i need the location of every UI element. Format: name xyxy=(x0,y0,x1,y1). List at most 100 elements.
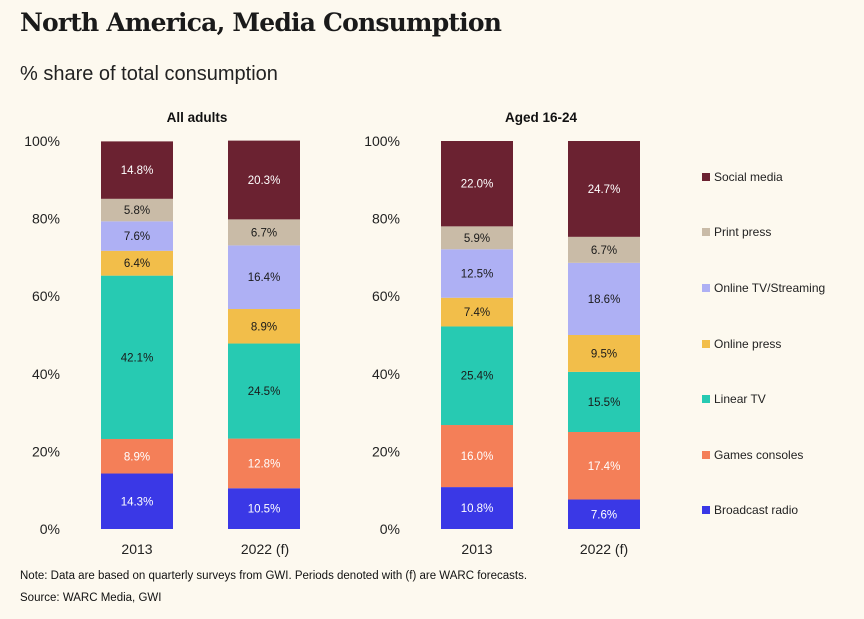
data-label: 10.8% xyxy=(461,503,494,515)
y-tick-label: 0% xyxy=(380,521,400,537)
y-tick-label: 40% xyxy=(32,366,60,382)
bar-segment-broadcast-radio xyxy=(101,473,173,529)
bar-segment-linear-tv xyxy=(568,371,640,432)
y-tick-label: 40% xyxy=(372,366,400,382)
bar-segment-social-media xyxy=(228,140,300,220)
legend-item: Social media xyxy=(702,170,862,184)
x-tick-label: 2013 xyxy=(461,541,492,557)
legend-label: Games consoles xyxy=(714,448,804,462)
bar-segment-print-press xyxy=(441,226,513,250)
data-label: 7.6% xyxy=(591,509,617,521)
legend-label: Online TV/Streaming xyxy=(714,281,826,295)
x-tick-label: 2022 (f) xyxy=(580,541,628,557)
bar-segment-social-media xyxy=(101,141,173,199)
bar-segment-online-tv-streaming xyxy=(228,245,300,310)
chart-title: North America, Media Consumption xyxy=(20,8,502,37)
legend-swatch xyxy=(702,340,710,348)
legend-label: Social media xyxy=(714,170,783,184)
data-label: 7.4% xyxy=(464,307,490,319)
bar-segment-linear-tv xyxy=(101,275,173,439)
bar-segment-games-consoles xyxy=(441,425,513,488)
bar-segment-online-press xyxy=(441,297,513,327)
x-tick-label: 2013 xyxy=(121,541,152,557)
bar-segment-games-consoles xyxy=(228,438,300,489)
data-label: 6.4% xyxy=(124,258,150,270)
data-label: 42.1% xyxy=(121,352,154,364)
legend-item: Games consoles xyxy=(702,448,862,462)
bar-segment-social-media xyxy=(441,141,513,227)
legend-swatch xyxy=(702,284,710,292)
source-note: Source: WARC Media, GWI xyxy=(20,592,162,604)
legend-swatch xyxy=(702,506,710,514)
y-tick-label: 80% xyxy=(32,211,60,227)
y-tick-label: 100% xyxy=(364,133,400,149)
legend-swatch xyxy=(702,173,710,181)
data-label: 15.5% xyxy=(588,397,621,409)
bar-segment-online-tv-streaming xyxy=(568,262,640,335)
y-tick-label: 60% xyxy=(372,288,400,304)
bar-segment-print-press xyxy=(228,219,300,246)
panel-title-0: All adults xyxy=(167,110,228,125)
bar-segment-online-press xyxy=(568,335,640,372)
legend-label: Broadcast radio xyxy=(714,503,799,517)
data-label: 6.7% xyxy=(251,227,277,239)
data-label: 16.4% xyxy=(248,272,281,284)
data-label: 12.5% xyxy=(461,269,494,281)
legend-item: Online press xyxy=(702,337,862,351)
y-tick-label: 0% xyxy=(40,521,60,537)
data-label: 12.8% xyxy=(248,458,281,470)
data-label: 8.9% xyxy=(251,321,277,333)
legend-item: Linear TV xyxy=(702,392,862,406)
y-tick-label: 20% xyxy=(372,443,400,459)
legend-swatch xyxy=(702,228,710,236)
y-tick-label: 20% xyxy=(32,443,60,459)
bar-segment-broadcast-radio xyxy=(441,487,513,529)
data-label: 16.0% xyxy=(461,451,494,463)
data-label: 17.4% xyxy=(588,461,621,473)
bar-segment-social-media xyxy=(568,141,640,237)
data-label: 5.9% xyxy=(464,233,490,245)
data-label: 7.6% xyxy=(124,231,150,243)
data-label: 9.5% xyxy=(591,348,617,360)
data-label: 24.7% xyxy=(588,184,621,196)
legend-swatch xyxy=(702,451,710,459)
data-label: 22.0% xyxy=(461,179,494,191)
panel-title-1: Aged 16-24 xyxy=(505,110,578,125)
bar-segment-linear-tv xyxy=(441,326,513,426)
bar-segment-broadcast-radio xyxy=(228,488,300,529)
bar-segment-linear-tv xyxy=(228,343,300,439)
chart-subtitle: % share of total consumption xyxy=(20,63,278,85)
x-tick-label: 2022 (f) xyxy=(241,541,289,557)
legend-item: Print press xyxy=(702,225,862,239)
data-label: 5.8% xyxy=(124,205,150,217)
bar-segment-online-tv-streaming xyxy=(101,221,173,251)
data-label: 10.5% xyxy=(248,504,281,516)
bar-segment-online-press xyxy=(101,250,173,276)
legend-swatch xyxy=(702,395,710,403)
legend-item: Online TV/Streaming xyxy=(702,281,862,295)
data-label: 6.7% xyxy=(591,245,617,257)
y-tick-label: 60% xyxy=(32,288,60,304)
data-label: 25.4% xyxy=(461,371,494,383)
y-tick-label: 80% xyxy=(372,211,400,227)
data-label: 24.5% xyxy=(248,386,281,398)
bar-segment-games-consoles xyxy=(101,438,173,474)
y-tick-label: 100% xyxy=(24,133,60,149)
bar-segment-games-consoles xyxy=(568,432,640,500)
data-label: 14.3% xyxy=(121,496,154,508)
legend-label: Print press xyxy=(714,225,772,239)
legend-label: Online press xyxy=(714,337,782,351)
footnote: Note: Data are based on quarterly survey… xyxy=(20,570,528,582)
data-label: 8.9% xyxy=(124,451,150,463)
data-label: 20.3% xyxy=(248,175,281,187)
legend-label: Linear TV xyxy=(714,392,766,406)
bar-segment-online-tv-streaming xyxy=(441,249,513,298)
bar-segment-broadcast-radio xyxy=(568,499,640,529)
data-label: 14.8% xyxy=(121,165,154,177)
data-label: 18.6% xyxy=(588,294,621,306)
bar-segment-online-press xyxy=(228,309,300,344)
bar-segment-print-press xyxy=(101,198,173,222)
legend-item: Broadcast radio xyxy=(702,503,862,517)
bar-segment-print-press xyxy=(568,236,640,263)
